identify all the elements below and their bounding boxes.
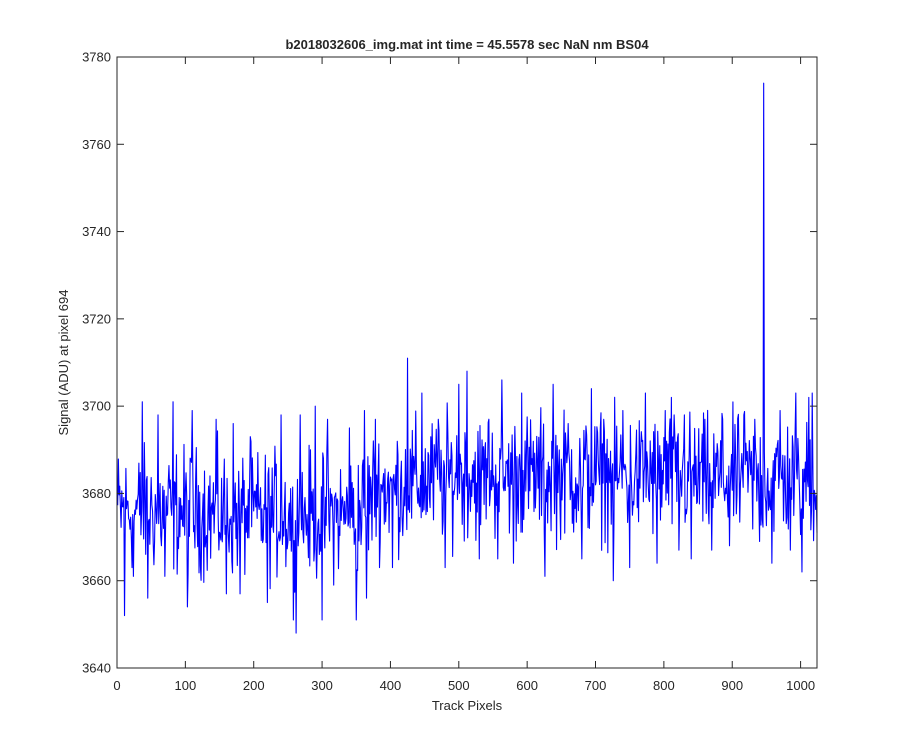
x-tick-label: 200 bbox=[243, 678, 265, 693]
x-tick-label: 400 bbox=[380, 678, 402, 693]
data-series-line-0 bbox=[117, 82, 818, 634]
axes-box bbox=[116, 56, 818, 669]
y-tick-label: 3720 bbox=[82, 311, 111, 326]
x-tick-label: 300 bbox=[311, 678, 333, 693]
x-tick-label: 600 bbox=[516, 678, 538, 693]
x-tick-label: 800 bbox=[653, 678, 675, 693]
x-tick-label: 900 bbox=[721, 678, 743, 693]
x-tick-label: 700 bbox=[585, 678, 607, 693]
y-tick-label: 3760 bbox=[82, 137, 111, 152]
y-tick-label: 3780 bbox=[82, 50, 111, 65]
axes: 0 100 200 300 400 500 600 700 800 900 1000 3640 3660… bbox=[82, 50, 818, 693]
y-tick-label: 3660 bbox=[82, 573, 111, 588]
y-tick-label: 3740 bbox=[82, 224, 111, 239]
x-tick-label: 100 bbox=[175, 678, 197, 693]
x-tick-label: 1000 bbox=[786, 678, 815, 693]
y-tick-label: 3700 bbox=[82, 399, 111, 414]
y-tick-label: 3680 bbox=[82, 486, 111, 501]
y-tick-label: 3640 bbox=[82, 661, 111, 676]
x-tick-label: 500 bbox=[448, 678, 470, 693]
chart-title: b2018032606_img.mat int time = 45.5578 s… bbox=[285, 37, 649, 52]
x-tick-label: 0 bbox=[113, 678, 120, 693]
plot-area bbox=[117, 82, 818, 634]
y-axis-label: Signal (ADU) at pixel 694 bbox=[56, 290, 71, 436]
x-axis-label: Track Pixels bbox=[432, 698, 503, 713]
